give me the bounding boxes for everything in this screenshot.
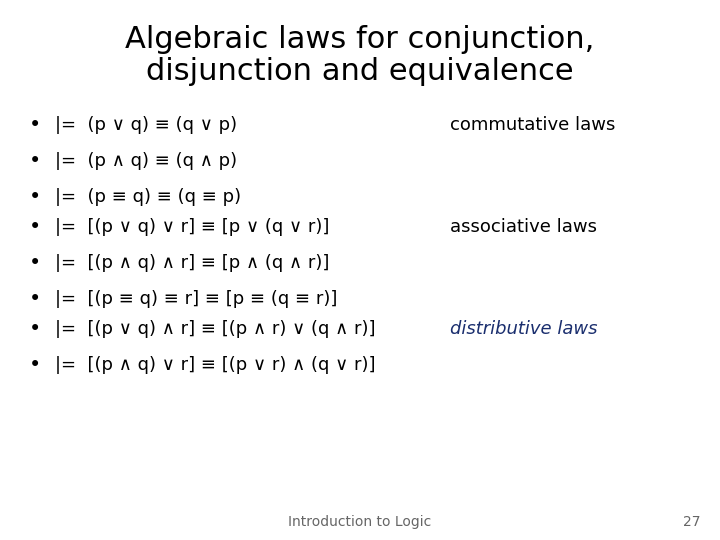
Text: |=  (p ≡ q) ≡ (q ≡ p): |= (p ≡ q) ≡ (q ≡ p): [55, 188, 241, 206]
Text: Introduction to Logic: Introduction to Logic: [289, 515, 431, 529]
Text: •: •: [29, 319, 41, 339]
Text: •: •: [29, 187, 41, 207]
Text: |=  [(p ∨ q) ∨ r] ≡ [p ∨ (q ∨ r)]: |= [(p ∨ q) ∨ r] ≡ [p ∨ (q ∨ r)]: [55, 218, 329, 236]
Text: |=  (p ∧ q) ≡ (q ∧ p): |= (p ∧ q) ≡ (q ∧ p): [55, 152, 237, 170]
Text: •: •: [29, 115, 41, 135]
Text: |=  (p ∨ q) ≡ (q ∨ p): |= (p ∨ q) ≡ (q ∨ p): [55, 116, 237, 134]
Text: 27: 27: [683, 515, 700, 529]
Text: |=  [(p ∨ q) ∧ r] ≡ [(p ∧ r) ∨ (q ∧ r)]: |= [(p ∨ q) ∧ r] ≡ [(p ∧ r) ∨ (q ∧ r)]: [55, 320, 376, 338]
Text: |=  [(p ≡ q) ≡ r] ≡ [p ≡ (q ≡ r)]: |= [(p ≡ q) ≡ r] ≡ [p ≡ (q ≡ r)]: [55, 290, 338, 308]
Text: •: •: [29, 151, 41, 171]
Text: •: •: [29, 355, 41, 375]
Text: |=  [(p ∧ q) ∨ r] ≡ [(p ∨ r) ∧ (q ∨ r)]: |= [(p ∧ q) ∨ r] ≡ [(p ∨ r) ∧ (q ∨ r)]: [55, 356, 376, 374]
Text: •: •: [29, 289, 41, 309]
Text: •: •: [29, 217, 41, 237]
Text: distributive laws: distributive laws: [450, 320, 598, 338]
Text: •: •: [29, 253, 41, 273]
Text: disjunction and equivalence: disjunction and equivalence: [146, 57, 574, 86]
Text: commutative laws: commutative laws: [450, 116, 616, 134]
Text: associative laws: associative laws: [450, 218, 597, 236]
Text: |=  [(p ∧ q) ∧ r] ≡ [p ∧ (q ∧ r)]: |= [(p ∧ q) ∧ r] ≡ [p ∧ (q ∧ r)]: [55, 254, 329, 272]
Text: Algebraic laws for conjunction,: Algebraic laws for conjunction,: [125, 25, 595, 55]
